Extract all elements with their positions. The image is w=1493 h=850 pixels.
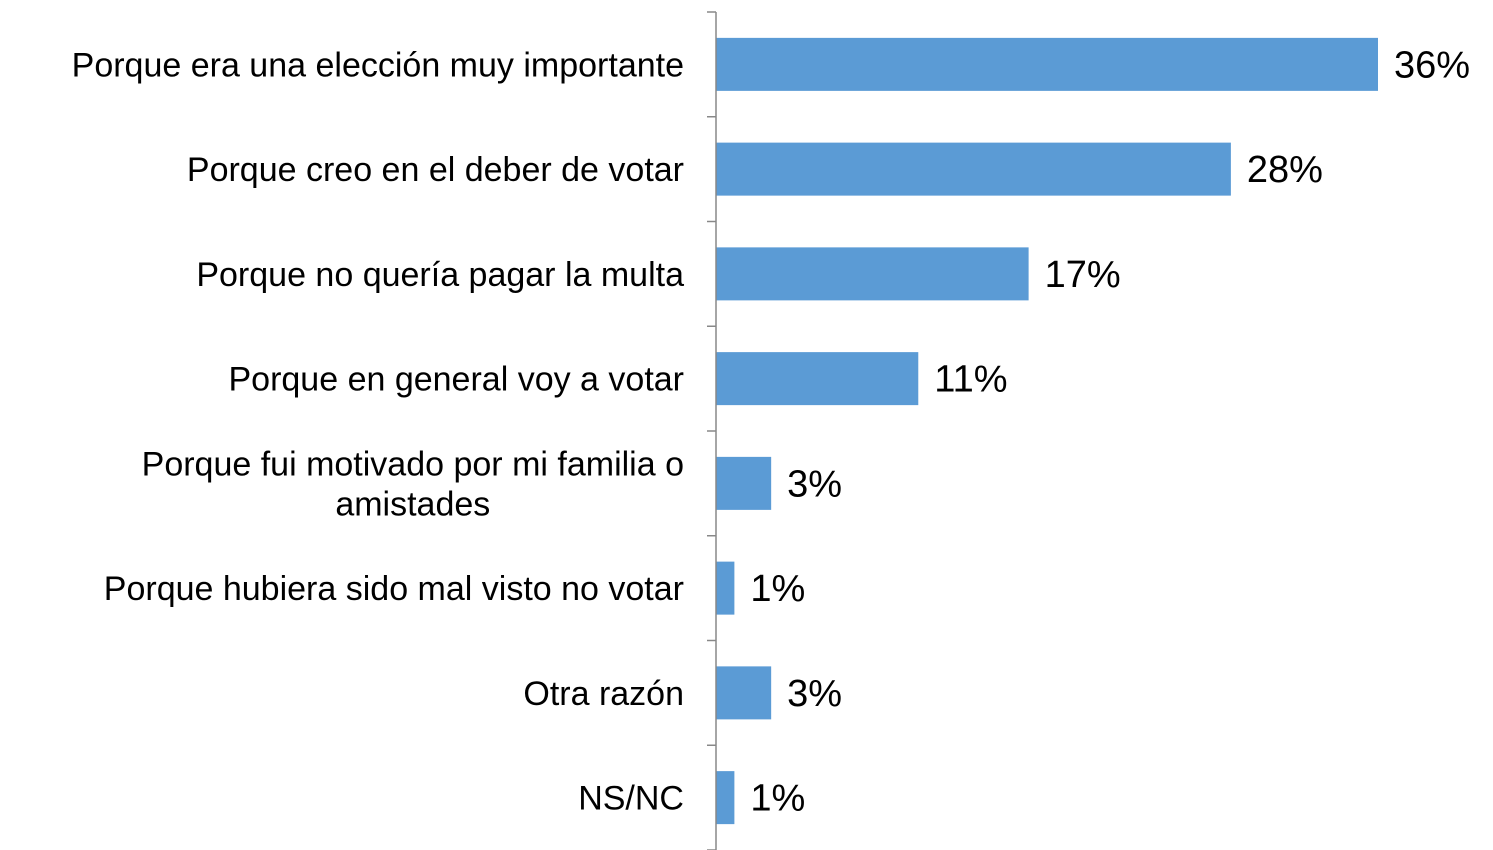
bar xyxy=(716,561,735,615)
data-label: 17% xyxy=(1045,254,1121,296)
bar xyxy=(716,352,919,406)
bar xyxy=(716,37,1378,91)
bar xyxy=(716,771,735,825)
category-label: Porque hubiera sido mal visto no votar xyxy=(104,570,684,608)
bar xyxy=(716,142,1231,196)
data-label: 1% xyxy=(750,568,805,610)
category-label: Porque creo en el deber de votar xyxy=(187,151,684,189)
category-label: Porque fui motivado por mi familia o xyxy=(142,445,684,483)
data-label: 11% xyxy=(934,359,1007,401)
bar xyxy=(716,456,772,510)
data-label: 28% xyxy=(1247,149,1323,191)
data-label: 3% xyxy=(787,673,842,715)
data-label: 1% xyxy=(750,778,805,820)
category-label: NS/NC xyxy=(578,780,684,818)
category-label: Porque en general voy a votar xyxy=(228,361,684,399)
category-label: Otra razón xyxy=(523,675,684,713)
axis-layer xyxy=(707,11,717,850)
data-label: 36% xyxy=(1394,44,1470,86)
category-label: Porque era una elección muy importante xyxy=(72,46,684,84)
category-label: Porque no quería pagar la multa xyxy=(196,256,684,294)
bar xyxy=(716,666,772,720)
bars-layer xyxy=(716,37,1378,825)
labels-layer: 36% Porque era una elección muy important… xyxy=(72,44,1470,819)
data-label: 3% xyxy=(787,463,842,505)
category-label-continuation: amistades xyxy=(335,485,490,523)
bar xyxy=(716,247,1029,301)
